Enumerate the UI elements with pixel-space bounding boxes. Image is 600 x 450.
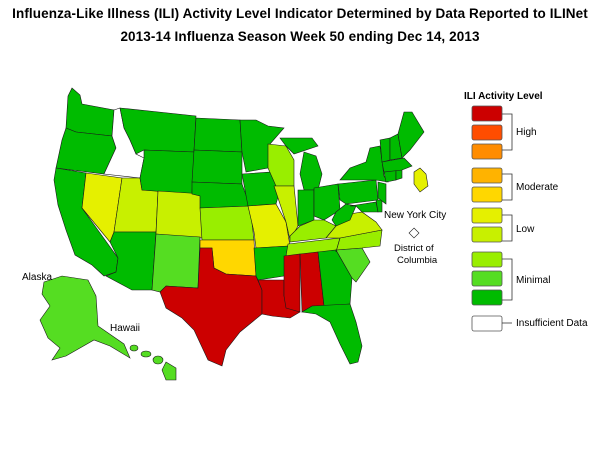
legend-bracket-moderate <box>502 173 513 201</box>
state-north-dakota[interactable] <box>193 117 243 153</box>
legend-swatch-level-2 <box>471 270 503 287</box>
legend-swatch-level-9 <box>471 124 503 141</box>
title-line-1: Influenza-Like Illness (ILI) Activity Le… <box>12 6 588 21</box>
state-massachusetts[interactable] <box>381 157 413 173</box>
state-ohio[interactable] <box>313 183 341 221</box>
legend-swatch-level-8 <box>471 143 503 160</box>
legend-swatch-level-4 <box>471 226 503 243</box>
state-nebraska[interactable] <box>191 181 251 209</box>
state-wyoming[interactable] <box>139 149 195 195</box>
state-maine[interactable] <box>397 111 425 159</box>
legend-swatch-level-5 <box>471 207 503 224</box>
legend-swatch-level-1 <box>471 289 503 306</box>
legend-label-moderate: Moderate <box>516 182 559 193</box>
legend-label-low: Low <box>516 224 535 235</box>
state-pennsylvania[interactable] <box>337 179 379 205</box>
region-new-york-city[interactable] <box>413 167 429 193</box>
state-colorado[interactable] <box>155 190 205 239</box>
state-texas[interactable] <box>159 247 263 367</box>
legend-bracket-high <box>502 113 513 151</box>
legend-label-high: High <box>516 127 537 138</box>
legend-swatch-level-3 <box>471 251 503 268</box>
state-new-mexico[interactable] <box>151 233 201 293</box>
state-hawaii[interactable] <box>129 344 177 381</box>
label-alaska: Alaska <box>22 272 52 283</box>
state-south-dakota[interactable] <box>191 149 243 185</box>
state-florida[interactable] <box>301 303 363 365</box>
legend-bracket-minimal <box>502 258 513 301</box>
label-dc-line1: District of <box>394 243 434 254</box>
state-maryland[interactable] <box>349 201 379 213</box>
legend-label-minimal: Minimal <box>516 275 550 286</box>
state-delaware[interactable] <box>375 199 383 213</box>
state-alaska[interactable] <box>39 275 131 361</box>
legend-label-insufficient: Insufficient Data <box>516 318 588 329</box>
legend-swatch-level-10 <box>471 105 503 122</box>
title-line-2: 2013-14 Influenza Season Week 50 ending … <box>120 29 480 44</box>
state-indiana[interactable] <box>297 189 315 227</box>
legend-swatch-level-7 <box>471 167 503 184</box>
legend-bracket-low <box>502 214 513 242</box>
state-washington[interactable] <box>65 87 115 137</box>
state-new-york[interactable] <box>339 145 389 183</box>
legend-title: ILI Activity Level <box>464 91 543 102</box>
legend-swatch-level-0 <box>471 315 503 332</box>
state-georgia[interactable] <box>317 249 353 307</box>
state-mississippi[interactable] <box>283 253 301 313</box>
label-dc-line2: Columbia <box>397 255 438 266</box>
region-district-of-columbia[interactable] <box>408 227 420 239</box>
legend-swatch-level-6 <box>471 186 503 203</box>
state-kentucky[interactable] <box>289 219 337 243</box>
legend: ILI Activity Level High Moderate Low Min… <box>464 91 588 332</box>
label-new-york-city: New York City <box>384 210 446 221</box>
state-arkansas[interactable] <box>253 245 291 281</box>
state-vermont[interactable] <box>379 137 391 163</box>
state-kansas[interactable] <box>199 205 255 241</box>
label-hawaii: Hawaii <box>110 323 140 334</box>
state-rhode-island[interactable] <box>395 169 403 181</box>
state-new-jersey[interactable] <box>377 181 387 205</box>
